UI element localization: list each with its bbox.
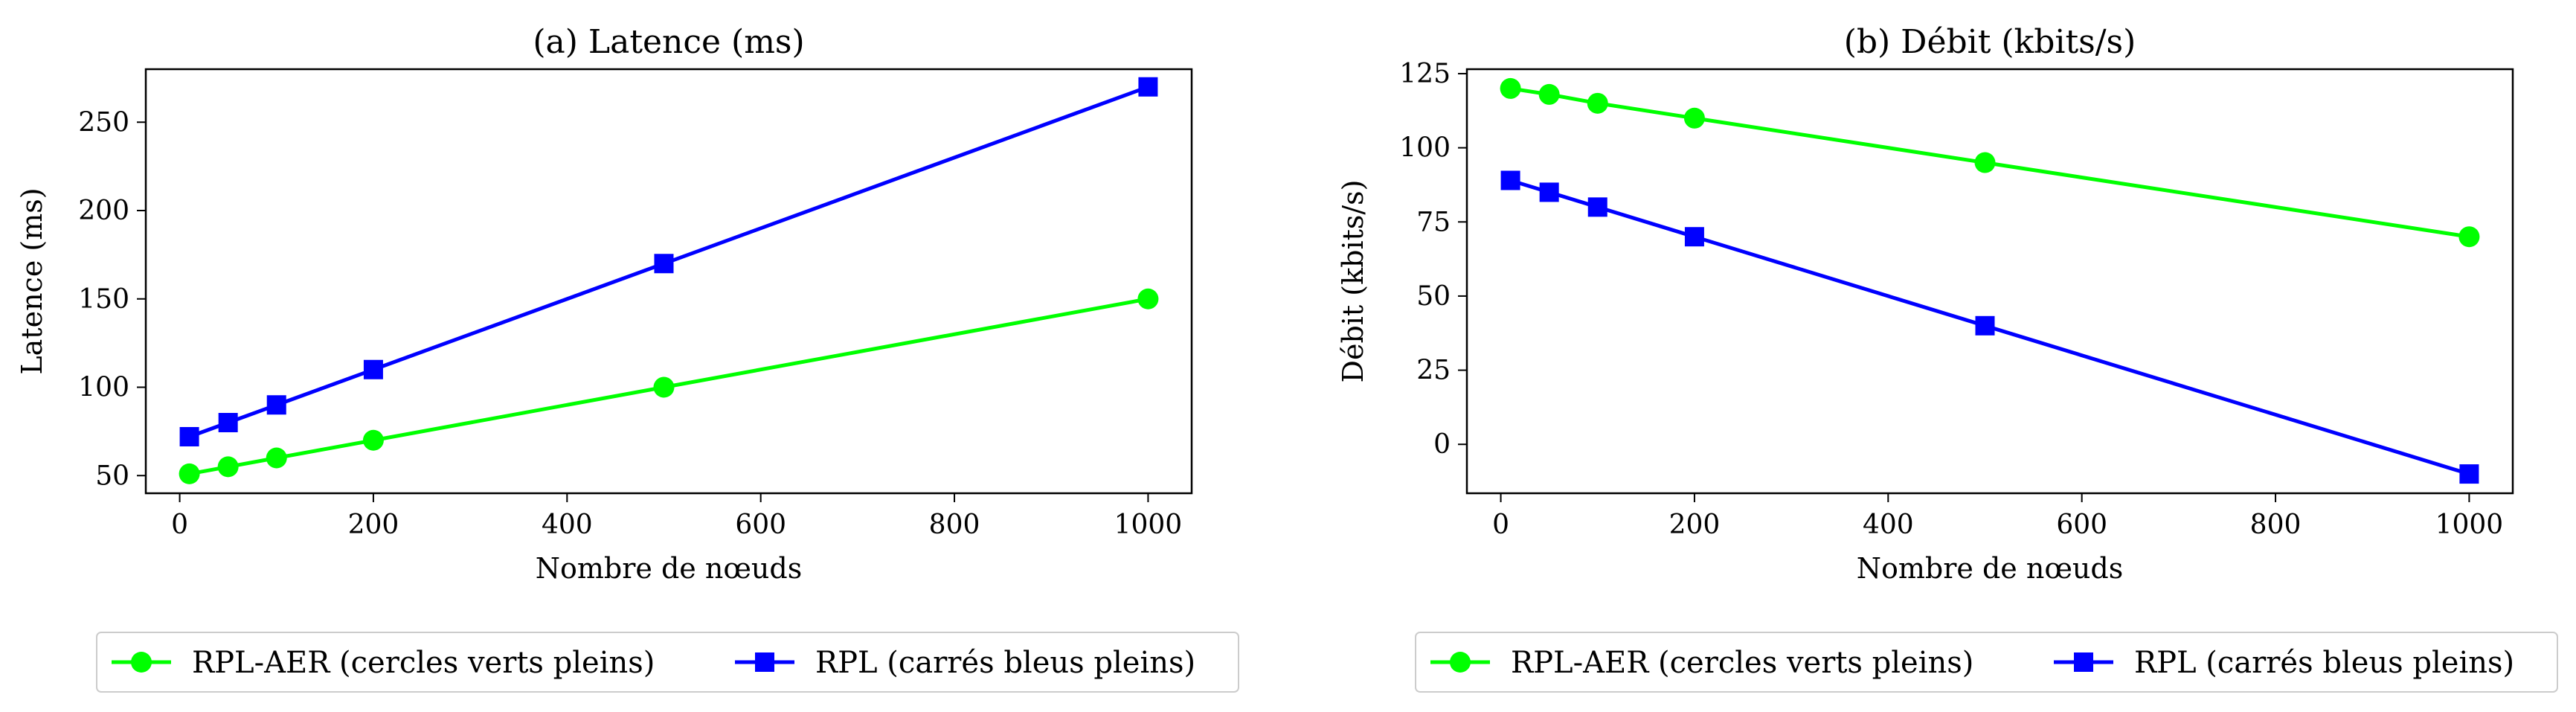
data-point-circle [653, 376, 675, 398]
x-tick-label: 0 [171, 510, 188, 540]
data-point-circle [1974, 152, 1996, 173]
legend-label: RPL (carrés bleus pleins) [815, 646, 1195, 680]
legend-entry: RPL-AER (cercles verts pleins) [112, 646, 655, 680]
y-tick-label: 100 [1399, 133, 1451, 164]
y-tick-label: 200 [78, 196, 129, 226]
data-point-circle [2458, 226, 2480, 248]
legend-entry: RPL (carrés bleus pleins) [2054, 646, 2514, 680]
chart-panel-b: (b) Débit (kbits/s) 0 200 400 600 800 1000 0 25 5… [1337, 23, 2558, 693]
data-point-square [1539, 182, 1559, 202]
legend-marker-circle [1450, 652, 1471, 673]
data-point-circle [1587, 92, 1608, 114]
data-point-square [1138, 77, 1158, 97]
chart-title: (b) Débit (kbits/s) [1844, 23, 2136, 61]
data-point-circle [1538, 83, 1560, 105]
plot-frame [144, 68, 1193, 495]
data-point-circle [217, 456, 239, 478]
data-point-square [2459, 464, 2479, 484]
plot-frame [1465, 68, 2514, 495]
legend-entry: RPL-AER (cercles verts pleins) [1430, 646, 1973, 680]
x-tick-label: 400 [542, 510, 593, 540]
x-tick-label: 1000 [1114, 510, 1183, 540]
legend-entry: RPL (carrés bleus pleins) [735, 646, 1195, 680]
x-tick-label: 800 [929, 510, 980, 540]
x-tick-label: 0 [1492, 510, 1509, 540]
series-rpl-aer [1500, 77, 2480, 248]
data-point-square [363, 359, 383, 379]
x-tick-label: 200 [1669, 510, 1721, 540]
y-tick-label: 100 [78, 373, 129, 403]
y-tick-label: 125 [1399, 59, 1451, 89]
x-axis-label: Nombre de nœuds [1857, 552, 2123, 585]
legend-frame [1415, 632, 2558, 693]
y-tick-label: 0 [1433, 429, 1451, 460]
x-axis-label: Nombre de nœuds [536, 552, 802, 585]
data-point-square [654, 254, 674, 274]
y-tick-label: 75 [1416, 207, 1451, 237]
series-rpl [179, 77, 1158, 446]
y-tick-label: 50 [1416, 281, 1451, 312]
legend: RPL-AER (cercles verts pleins) RPL (carré… [96, 632, 1239, 693]
legend-marker-circle [131, 652, 152, 673]
chart-panel-a: (a) Latence (ms) 0 200 400 600 800 1000 50 100 15… [16, 23, 1239, 693]
series-rpl [1500, 170, 2479, 484]
chart-title: (a) Latence (ms) [533, 23, 804, 61]
y-axis-label: Débit (kbits/s) [1337, 179, 1369, 382]
data-point-circle [1500, 77, 1521, 99]
y-tick-label: 150 [78, 284, 129, 315]
y-tick-label: 250 [78, 107, 129, 138]
data-point-square [1975, 315, 1995, 336]
x-tick-label: 600 [735, 510, 786, 540]
data-point-circle [1137, 288, 1159, 310]
data-point-circle [266, 447, 287, 469]
x-tick-label: 800 [2250, 510, 2302, 540]
data-point-circle [362, 429, 384, 451]
legend: RPL-AER (cercles verts pleins) RPL (carré… [1415, 632, 2558, 693]
data-point-square [218, 413, 238, 432]
legend-label: RPL-AER (cercles verts pleins) [1511, 646, 1973, 680]
legend-marker-square [2074, 652, 2093, 672]
legend-frame [96, 632, 1239, 693]
x-tick-label: 200 [348, 510, 399, 540]
data-point-square [266, 395, 286, 415]
legend-label: RPL-AER (cercles verts pleins) [192, 646, 655, 680]
y-axis-label: Latence (ms) [16, 187, 48, 374]
legend-label: RPL (carrés bleus pleins) [2134, 646, 2514, 680]
x-tick-label: 1000 [2435, 510, 2504, 540]
data-point-square [1684, 227, 1704, 247]
y-tick-label: 50 [95, 461, 129, 491]
data-point-square [1587, 197, 1607, 217]
data-point-square [179, 427, 199, 446]
x-tick-label: 600 [2056, 510, 2107, 540]
y-tick-label: 25 [1416, 356, 1451, 386]
legend-marker-square [755, 652, 774, 672]
data-point-circle [1683, 107, 1705, 129]
data-point-circle [179, 463, 200, 484]
series-rpl-aer [179, 288, 1159, 484]
x-tick-label: 400 [1863, 510, 1914, 540]
data-point-square [1500, 170, 1520, 190]
